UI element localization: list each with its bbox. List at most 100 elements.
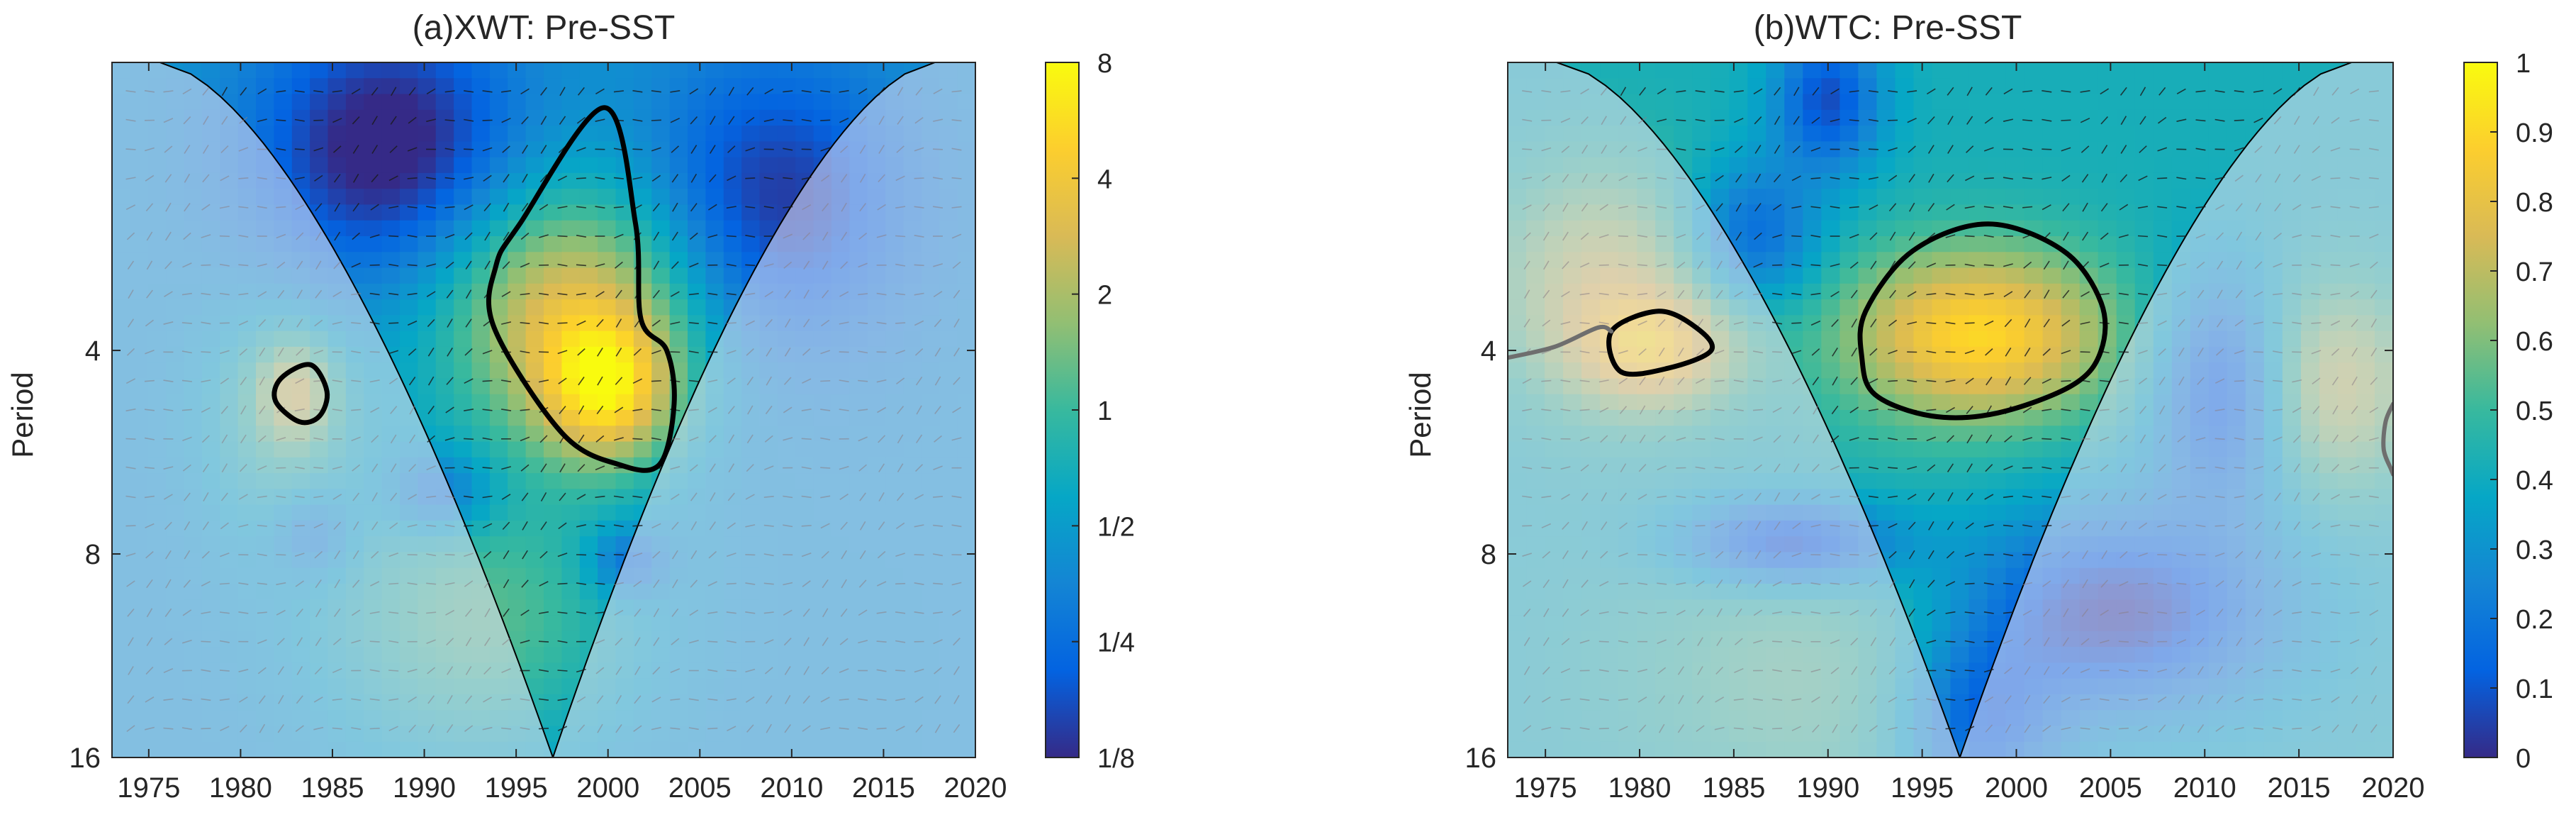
phase-arrow (897, 116, 904, 125)
phase-arrow (726, 206, 737, 209)
phase-arrow (388, 235, 399, 238)
heatmap-cell (1987, 204, 2007, 221)
phase-arrow (128, 637, 134, 647)
heatmap-cell (364, 141, 383, 158)
heatmap-cell (1821, 315, 1841, 332)
phase-arrow (500, 90, 512, 93)
phase-arrow (595, 291, 605, 298)
phase-arrow (482, 119, 493, 121)
heatmap-cell (579, 378, 598, 395)
heatmap-cell (598, 536, 617, 553)
heatmap-cell (1766, 236, 1786, 253)
phase-arrow (503, 231, 510, 241)
phase-arrow (576, 611, 587, 614)
heatmap-cell (688, 236, 707, 253)
heatmap-cell (2153, 157, 2173, 174)
phase-arrow (408, 724, 416, 733)
heatmap-cell (598, 78, 617, 95)
phase-arrow (878, 145, 885, 154)
heatmap-cell (1710, 126, 1730, 143)
phase-arrow (165, 231, 172, 241)
heatmap-cell (579, 299, 598, 316)
phase-arrow (259, 376, 265, 386)
phase-arrow (465, 695, 473, 704)
phase-arrow (557, 263, 568, 267)
phase-arrow (464, 378, 474, 384)
heatmap-cell (2024, 236, 2044, 253)
heatmap-cell (1969, 94, 1988, 111)
heatmap-cell (651, 157, 671, 174)
phase-arrow (127, 318, 135, 328)
heatmap-cell (669, 252, 688, 269)
heatmap-cell (615, 489, 634, 506)
heatmap-cell (2116, 141, 2136, 158)
phase-arrow (334, 202, 340, 212)
phase-arrow (276, 495, 286, 499)
phase-arrow (822, 289, 829, 299)
phase-arrow (276, 206, 286, 209)
heatmap-cell (489, 378, 509, 395)
phase-arrow (315, 260, 322, 270)
phase-arrow (520, 464, 530, 472)
heatmap-cell (525, 94, 544, 111)
phase-arrow (951, 177, 962, 179)
phase-arrow (390, 406, 398, 414)
phase-arrow (444, 495, 455, 499)
phase-arrow (389, 145, 398, 153)
phase-arrow (578, 434, 585, 444)
phase-arrow (520, 727, 530, 731)
heatmap-cell (1895, 172, 1915, 189)
heatmap-cell (669, 331, 688, 348)
heatmap-cell (310, 62, 329, 79)
heatmap-cell (525, 252, 544, 269)
phase-arrow (125, 553, 136, 557)
heatmap-cell (1913, 489, 1933, 506)
phase-arrow (595, 495, 605, 499)
phase-arrow (670, 90, 681, 93)
phase-arrow (127, 695, 135, 704)
heatmap-cell (364, 220, 383, 237)
heatmap-cell (471, 378, 491, 395)
heatmap-cell (688, 189, 707, 206)
heatmap-cell (1950, 536, 1970, 553)
heatmap-cell (1821, 157, 1841, 174)
heatmap-cell (291, 94, 310, 111)
phase-arrow (670, 727, 681, 730)
phase-arrow (839, 409, 849, 411)
heatmap-cell (435, 189, 454, 206)
heatmap-cell (688, 346, 707, 363)
heatmap-cell (1876, 536, 1896, 553)
heatmap-cell (2134, 62, 2154, 79)
heatmap-cell (1950, 394, 1970, 411)
heatmap-cell (1913, 299, 1933, 316)
phase-arrow (951, 148, 962, 151)
heatmap-cell (2153, 220, 2173, 237)
phase-arrow (219, 611, 230, 614)
heatmap-cell (2005, 441, 2025, 458)
phase-arrow (670, 117, 681, 123)
phase-arrow (840, 174, 848, 183)
heatmap-cell (598, 62, 617, 79)
phase-arrow (651, 409, 661, 411)
phase-arrow (352, 464, 361, 472)
phase-arrow (202, 521, 209, 531)
heatmap-cell (2024, 315, 2044, 332)
phase-arrow (726, 640, 737, 643)
heatmap-cell (471, 78, 491, 95)
phase-arrow (558, 522, 567, 530)
heatmap-cell (1710, 78, 1730, 95)
phase-arrow (351, 88, 361, 95)
phase-arrow (933, 524, 943, 527)
phase-arrow (576, 582, 587, 585)
phase-arrow (314, 319, 323, 327)
phase-arrow (651, 495, 661, 499)
heatmap-cell (1876, 410, 1896, 427)
phase-arrow (165, 579, 172, 589)
heatmap-cell (1747, 126, 1767, 143)
heatmap-cell (381, 204, 401, 221)
heatmap-cell (256, 78, 275, 95)
phase-arrow (276, 177, 286, 179)
phase-arrow (726, 553, 737, 557)
phase-arrow (820, 380, 831, 382)
heatmap-cell (508, 157, 527, 174)
